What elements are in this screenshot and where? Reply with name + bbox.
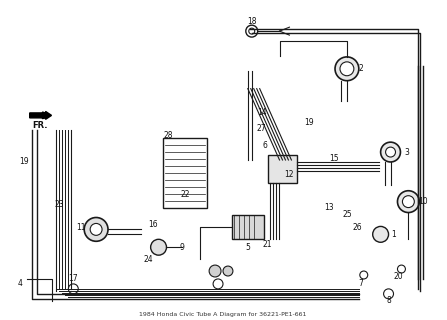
Bar bbox=[268, 155, 297, 183]
Circle shape bbox=[402, 196, 414, 208]
Circle shape bbox=[223, 266, 233, 276]
Text: 4: 4 bbox=[17, 279, 22, 288]
Text: 3: 3 bbox=[404, 148, 409, 156]
Circle shape bbox=[386, 147, 396, 157]
Text: 14: 14 bbox=[257, 108, 266, 117]
Text: 19: 19 bbox=[304, 118, 314, 127]
Circle shape bbox=[249, 28, 255, 34]
Circle shape bbox=[335, 57, 359, 81]
Text: 1984 Honda Civic Tube A Diagram for 36221-PE1-661: 1984 Honda Civic Tube A Diagram for 3622… bbox=[139, 312, 307, 316]
Circle shape bbox=[90, 223, 102, 235]
Text: 23: 23 bbox=[55, 200, 64, 209]
Text: 18: 18 bbox=[247, 17, 257, 26]
Text: 1: 1 bbox=[391, 230, 396, 239]
Bar bbox=[232, 214, 264, 239]
Circle shape bbox=[397, 191, 419, 212]
Text: 27: 27 bbox=[257, 124, 266, 133]
Text: 10: 10 bbox=[418, 197, 428, 206]
Text: 20: 20 bbox=[394, 272, 403, 282]
Circle shape bbox=[68, 284, 78, 294]
Circle shape bbox=[151, 239, 166, 255]
Circle shape bbox=[373, 227, 388, 242]
Text: 26: 26 bbox=[352, 223, 362, 232]
Text: 8: 8 bbox=[386, 296, 391, 305]
Circle shape bbox=[84, 218, 108, 241]
Text: FR.: FR. bbox=[32, 121, 47, 130]
Text: 19: 19 bbox=[19, 157, 29, 166]
Circle shape bbox=[381, 142, 401, 162]
FancyArrow shape bbox=[30, 111, 51, 119]
Text: 24: 24 bbox=[144, 255, 153, 264]
Text: 5: 5 bbox=[245, 243, 250, 252]
Circle shape bbox=[246, 25, 258, 37]
Circle shape bbox=[209, 265, 221, 277]
Text: 6: 6 bbox=[262, 140, 267, 150]
Text: 28: 28 bbox=[164, 131, 173, 140]
Text: 17: 17 bbox=[68, 275, 78, 284]
Text: 25: 25 bbox=[342, 210, 352, 219]
Circle shape bbox=[213, 279, 223, 289]
Circle shape bbox=[397, 265, 405, 273]
Circle shape bbox=[340, 62, 354, 76]
Bar bbox=[163, 138, 207, 208]
Text: 12: 12 bbox=[285, 170, 294, 180]
Text: 16: 16 bbox=[148, 220, 157, 229]
Text: 13: 13 bbox=[324, 203, 334, 212]
Text: 7: 7 bbox=[358, 279, 363, 288]
Text: 11: 11 bbox=[76, 223, 86, 232]
Text: 9: 9 bbox=[180, 243, 185, 252]
Text: 15: 15 bbox=[329, 154, 339, 163]
Text: 2: 2 bbox=[358, 64, 363, 73]
Circle shape bbox=[360, 271, 368, 279]
Text: 22: 22 bbox=[181, 190, 190, 199]
Circle shape bbox=[384, 289, 393, 299]
Text: 21: 21 bbox=[263, 240, 272, 249]
